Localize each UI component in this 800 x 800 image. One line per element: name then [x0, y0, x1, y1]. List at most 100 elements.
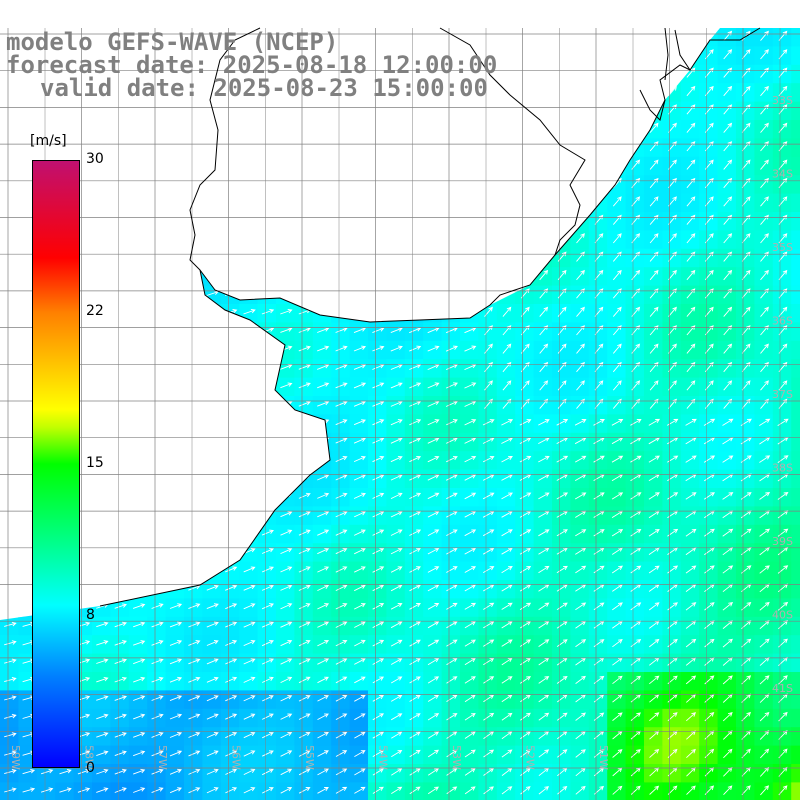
wind-arrow [649, 196, 659, 207]
wind-speed-cell [754, 248, 774, 268]
wind-arrow [298, 695, 311, 702]
wind-speed-cell [110, 764, 130, 783]
wind-arrow [446, 749, 458, 758]
wind-arrow [557, 749, 568, 758]
wind-speed-cell [754, 230, 774, 250]
wind-arrow [464, 694, 476, 703]
wind-arrow [261, 548, 274, 554]
wind-speed-cell [552, 414, 571, 434]
wind-speed-cell [699, 598, 719, 618]
wind-speed-cell [736, 322, 755, 342]
wind-arrow [612, 233, 622, 244]
wind-arrow [354, 731, 366, 739]
wind-speed-cell [791, 101, 800, 121]
wind-speed-cell [754, 193, 774, 213]
wind-arrow [151, 621, 164, 628]
wind-speed-cell [772, 377, 792, 397]
wind-arrow [243, 308, 256, 315]
wind-arrow [427, 529, 440, 536]
wind-arrow [4, 695, 17, 701]
wind-speed-cell [312, 543, 332, 563]
wind-speed-cell [220, 727, 240, 747]
wind-arrow [649, 638, 660, 648]
wind-speed-cell [128, 782, 148, 800]
wind-arrow [133, 750, 146, 757]
wind-speed-cell [404, 359, 424, 379]
wind-speed-cell [349, 506, 369, 526]
wind-speed-cell [662, 340, 682, 360]
wind-speed-cell [220, 580, 240, 599]
wind-speed-cell [570, 764, 590, 783]
wind-speed-cell [220, 782, 240, 800]
wind-speed-cell [460, 653, 479, 673]
wind-arrow [593, 455, 605, 463]
wind-speed-cell [294, 616, 314, 636]
wind-arrow [188, 768, 201, 775]
wind-speed-cell [570, 322, 590, 342]
wind-speed-cell [110, 745, 130, 765]
wind-arrow [612, 785, 623, 795]
wind-speed-cell [662, 543, 682, 563]
wind-arrow [704, 675, 715, 685]
wind-speed-cell [202, 635, 222, 655]
wind-speed-cell [736, 285, 755, 305]
wind-arrow [760, 251, 769, 262]
wind-arrow [243, 713, 256, 720]
wind-speed-cell [460, 432, 479, 452]
wind-speed-cell [736, 488, 755, 507]
wind-speed-cell [699, 616, 719, 636]
wind-arrow [225, 640, 238, 646]
wind-speed-cell [625, 616, 645, 636]
wind-speed-cell [625, 156, 645, 176]
wind-speed-cell [552, 543, 571, 563]
wind-speed-cell [772, 212, 792, 231]
wind-speed-cell [662, 120, 682, 139]
wind-speed-cell [754, 138, 774, 158]
wind-arrow [502, 343, 512, 354]
wind-speed-cell [312, 580, 332, 599]
wind-arrow [96, 640, 109, 646]
wind-arrow [464, 566, 477, 573]
wind-speed-cell [754, 267, 774, 287]
wind-speed-cell [552, 359, 571, 379]
wind-speed-cell [441, 672, 461, 691]
wind-arrow [612, 380, 622, 391]
wind-speed-cell [699, 690, 719, 710]
wind-speed-cell [736, 377, 755, 397]
wind-speed-cell [644, 138, 663, 158]
wind-arrow [760, 233, 769, 244]
wind-speed-cell [147, 616, 167, 636]
wind-speed-cell [515, 432, 535, 452]
wind-arrow [649, 251, 659, 262]
wind-arrow [482, 584, 495, 592]
wind-speed-cell [184, 616, 203, 636]
wind-speed-cell [570, 745, 590, 765]
wind-speed-cell [662, 764, 682, 783]
wind-speed-cell [717, 340, 737, 360]
wind-speed-cell [0, 745, 19, 765]
wind-speed-cell [515, 524, 535, 544]
wind-speed-cell [423, 708, 443, 728]
wind-speed-cell [607, 488, 627, 507]
wind-speed-cell [699, 285, 719, 305]
wind-arrow [723, 49, 733, 60]
wind-arrow [354, 695, 366, 702]
wind-speed-cell [515, 322, 535, 342]
wind-arrow [40, 768, 54, 775]
wind-speed-cell [515, 543, 535, 563]
wind-speed-cell [147, 598, 167, 618]
wind-speed-cell [699, 267, 719, 287]
wind-arrow [538, 712, 550, 721]
wind-arrow [225, 787, 238, 794]
wind-arrow [483, 694, 495, 703]
wind-arrow [723, 233, 733, 244]
wind-speed-cell [331, 690, 351, 710]
wind-speed-cell [699, 83, 719, 103]
wind-speed-cell [552, 469, 571, 489]
wind-arrow [372, 658, 385, 665]
wind-arrow [298, 639, 311, 647]
wind-arrow [298, 400, 311, 407]
wind-arrow [445, 382, 458, 389]
lon-label: 56W [230, 745, 243, 770]
wind-speed-cell [570, 340, 590, 360]
